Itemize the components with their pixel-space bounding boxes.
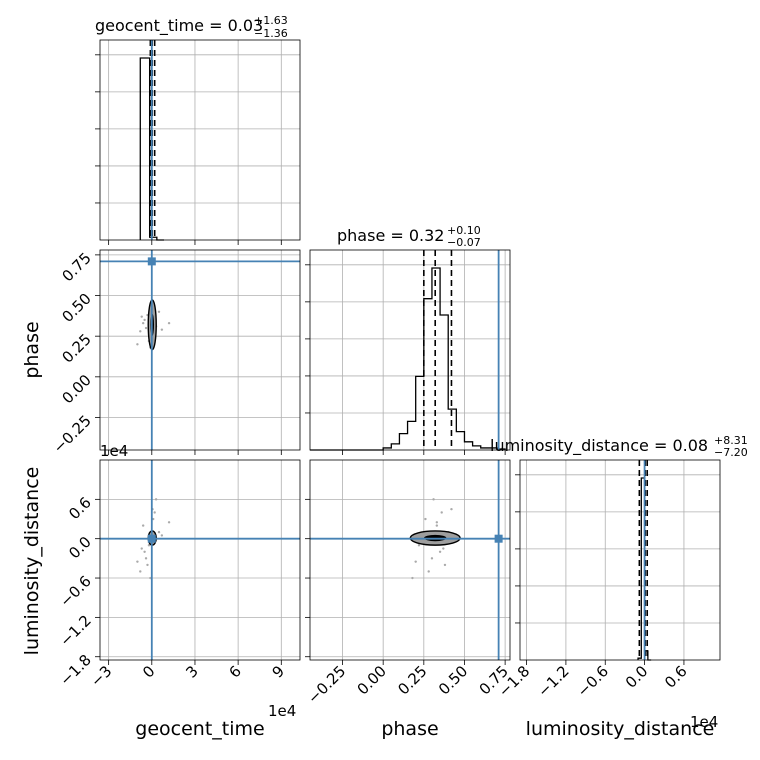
ylabel-luminosity-distance: luminosity_distance <box>21 467 43 656</box>
offset-label-luminosity-x: 1e4 <box>690 713 718 731</box>
x-tick-label: 0.50 <box>435 662 471 698</box>
title-geocent-time-plus: +1.63 <box>254 14 288 27</box>
sample-point <box>432 498 435 501</box>
x-tick-label: 0.25 <box>394 662 430 698</box>
axes-frame <box>309 459 511 661</box>
sample-point <box>167 521 171 524</box>
x-tick-label: 0.0 <box>622 662 652 692</box>
offset-label-luminosity-y: 1e4 <box>100 442 128 460</box>
sample-point <box>411 576 414 580</box>
offset-label-geocent-x: 1e4 <box>268 702 296 720</box>
sample-point <box>154 498 158 501</box>
sample-point <box>146 563 149 567</box>
sample-point <box>143 318 146 322</box>
title-luminosity-distance: luminosity_distance = 0.08 <box>490 436 708 456</box>
title-phase: phase = 0.32 <box>337 226 444 245</box>
axes-frame <box>99 39 301 241</box>
title-luminosity-distance-minus: −7.20 <box>714 446 748 459</box>
sample-point <box>157 310 161 313</box>
sample-point <box>144 557 148 560</box>
sample-point <box>435 521 439 524</box>
sample-point <box>144 326 148 330</box>
sample-point <box>147 544 151 547</box>
x-tick-label: 0.6 <box>661 662 691 692</box>
y-tick-label: 0.0 <box>65 533 95 563</box>
scatter-layer <box>100 250 300 450</box>
y-tick-label: −1.8 <box>56 651 94 689</box>
panel-luminosity-vs-geocent-time: −3 0 3 6 9−1.8−1.2−0.60.00.6 <box>56 459 301 690</box>
x-tick-label: −0.25 <box>304 662 349 707</box>
axes-frame <box>519 459 721 661</box>
sample-point <box>136 560 139 563</box>
sample-point <box>443 563 447 567</box>
x-tick-label: −0.6 <box>574 662 612 700</box>
sample-point <box>141 524 145 527</box>
x-tick-label: 0.00 <box>354 662 390 698</box>
panel-phase-vs-geocent-time: −0.25 0.00 0.25 0.50 0.75 <box>50 249 301 457</box>
title-luminosity-distance-plus: +8.31 <box>714 434 748 447</box>
sample-point <box>414 560 417 563</box>
truth-marker <box>147 534 156 543</box>
xlabel-luminosity-distance: luminosity_distance <box>526 718 715 740</box>
x-tick-label: 3 <box>182 662 201 681</box>
sample-point <box>435 524 439 527</box>
y-tick-label: 0.75 <box>58 249 94 285</box>
xlabel-geocent-time: geocent_time <box>135 718 264 740</box>
panel-luminosity-vs-phase: −0.25 0.00 0.25 0.50 0.75 <box>304 459 512 707</box>
sample-point <box>450 507 453 511</box>
sample-point <box>139 330 142 333</box>
sample-point <box>442 547 445 550</box>
sample-point <box>141 321 145 325</box>
sample-point <box>427 570 430 573</box>
scatter-layer <box>310 460 510 660</box>
y-tick-label: 0.00 <box>58 371 94 407</box>
axes-frame <box>99 459 301 661</box>
sample-point <box>160 328 164 331</box>
truth-marker <box>147 257 156 266</box>
truth-marker <box>494 534 503 543</box>
y-tick-label: 0.50 <box>58 290 94 326</box>
sample-point <box>143 550 146 554</box>
panel-phase-histogram <box>305 249 511 455</box>
histogram-step <box>310 267 506 451</box>
y-tick-label: 0.6 <box>65 493 95 523</box>
sample-point <box>430 557 434 560</box>
x-tick-label: −1.2 <box>534 662 572 700</box>
sample-point <box>140 547 143 550</box>
y-tick-label: −0.25 <box>50 412 95 457</box>
ylabel-phase: phase <box>21 321 43 378</box>
sample-point <box>157 530 161 534</box>
title-geocent-time-minus: −1.36 <box>254 27 288 40</box>
title-phase-plus: +0.10 <box>447 224 481 237</box>
panel-geocent-time-histogram <box>95 39 301 245</box>
sample-point <box>417 544 421 547</box>
sample-point <box>440 511 443 514</box>
x-tick-label: 9 <box>269 662 288 681</box>
sample-point <box>424 517 427 521</box>
title-phase-minus: −0.07 <box>447 236 481 249</box>
axes-frame <box>99 249 301 451</box>
sample-point <box>160 534 164 537</box>
title-geocent-time: geocent_time = 0.03 <box>95 16 263 36</box>
sample-point <box>140 315 143 318</box>
xlabel-phase: phase <box>381 718 438 740</box>
sample-point <box>438 550 442 554</box>
axes-frame <box>309 249 511 451</box>
scatter-layer <box>100 460 300 660</box>
y-tick-label: 0.25 <box>58 330 94 366</box>
x-tick-label: 6 <box>225 662 244 681</box>
sample-point <box>167 321 171 325</box>
panel-luminosity-distance-histogram: −1.8 −1.2 −0.6 0.0 0.6 <box>495 459 721 701</box>
sample-point <box>153 511 156 514</box>
y-tick-label: −0.6 <box>56 572 94 610</box>
y-tick-label: −1.2 <box>56 611 94 649</box>
sample-point <box>136 343 139 346</box>
sample-point <box>139 570 142 573</box>
x-tick-label: 0 <box>139 662 158 681</box>
